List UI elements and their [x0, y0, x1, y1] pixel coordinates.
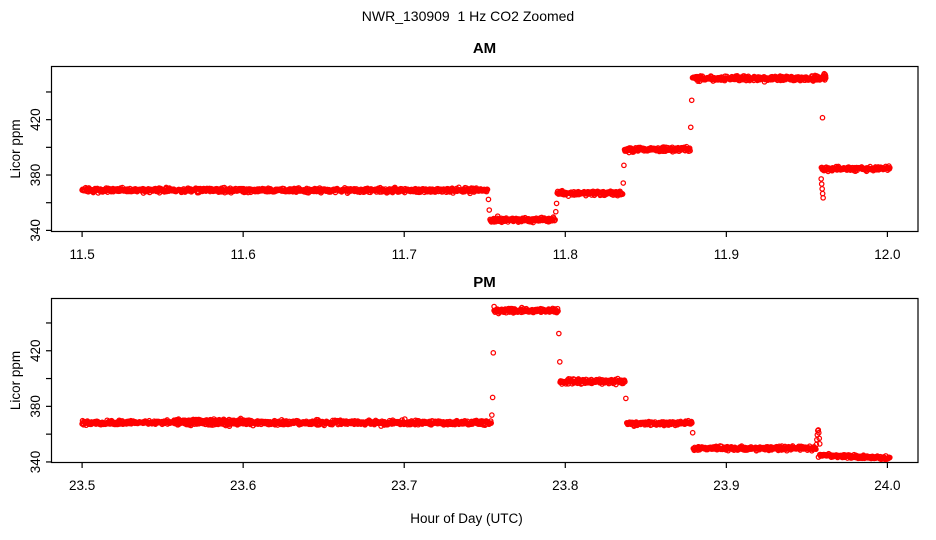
x-tick-label: 23.9	[713, 478, 739, 493]
pm-y-axis-label: Licor ppm	[8, 351, 23, 410]
x-tick-label: 24.0	[874, 478, 900, 493]
pm-data-points	[79, 303, 893, 463]
x-tick-label: 11.7	[392, 247, 417, 262]
panel-box	[50, 65, 919, 233]
pm-axes: 23.5 23.6 23.7 23.8 23.9 24.0 340 380 420	[28, 297, 919, 493]
x-tick-label: 11.8	[553, 247, 578, 262]
x-tick-label: 23.5	[69, 478, 95, 493]
y-tick-label: 420	[28, 108, 43, 131]
x-tick-label: 11.5	[69, 247, 94, 262]
am-y-axis-label: Licor ppm	[8, 119, 23, 178]
y-tick-label: 340	[28, 451, 43, 474]
panel-am-title: AM	[472, 40, 497, 57]
y-tick-label: 380	[28, 395, 43, 418]
x-tick-label: 11.9	[714, 247, 739, 262]
y-tick-label: 380	[28, 164, 43, 187]
x-tick-label: 23.7	[391, 478, 417, 493]
panel-pm-title: PM	[473, 274, 496, 291]
y-tick-label: 420	[28, 339, 43, 362]
y-tick-label: 340	[28, 219, 43, 242]
x-tick-label: 23.8	[552, 478, 578, 493]
figure-title: NWR_130909 1 Hz CO2 Zoomed	[361, 8, 575, 24]
x-tick-label: 12.0	[874, 247, 900, 262]
panel-box	[50, 297, 919, 464]
am-data-points	[79, 70, 893, 226]
x-tick-label: 11.6	[231, 247, 256, 262]
x-axis-title: Hour of Day (UTC)	[410, 511, 523, 526]
x-tick-label: 23.6	[230, 478, 256, 493]
am-axes: 11.5 11.6 11.7 11.8 11.9 12.0 340 380 420	[28, 65, 919, 262]
